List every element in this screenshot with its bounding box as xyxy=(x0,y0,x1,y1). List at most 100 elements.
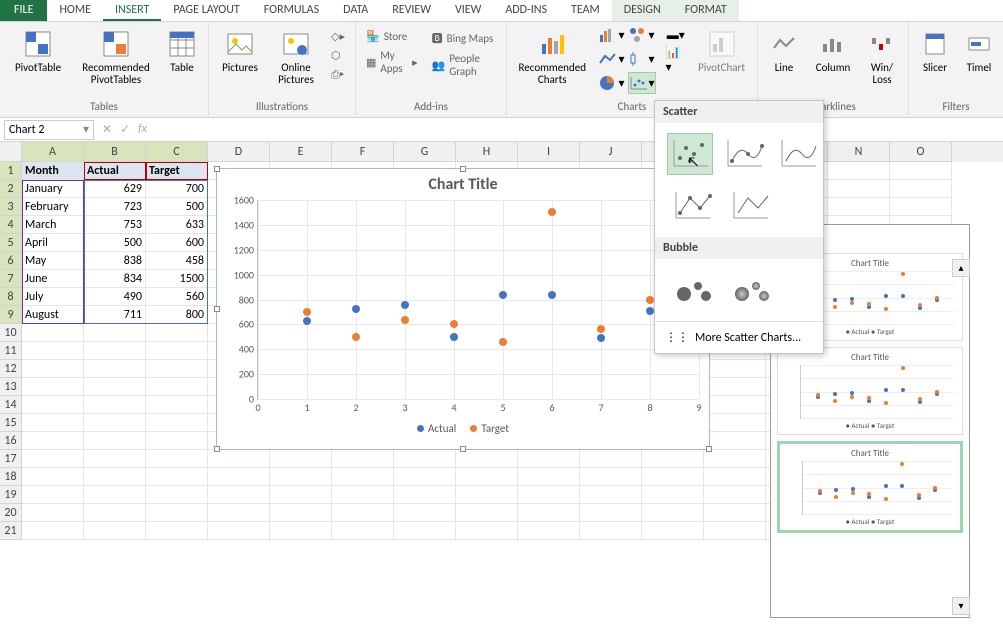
cell[interactable]: 490 xyxy=(84,288,146,306)
cell[interactable] xyxy=(146,486,208,504)
data-marker[interactable] xyxy=(352,305,360,313)
cell[interactable] xyxy=(518,486,580,504)
row-header[interactable]: 3 xyxy=(0,198,22,216)
row-header[interactable]: 1 xyxy=(0,162,22,180)
cell[interactable]: 700 xyxy=(146,180,208,198)
row-header[interactable]: 18 xyxy=(0,468,22,486)
row-header[interactable]: 16 xyxy=(0,432,22,450)
stat-chart-button[interactable]: ▾ xyxy=(628,48,656,70)
cell[interactable] xyxy=(84,414,146,432)
cell[interactable]: 1500 xyxy=(146,270,208,288)
cell[interactable] xyxy=(456,450,518,468)
row-header[interactable]: 14 xyxy=(0,396,22,414)
cancel-icon[interactable]: ✕ xyxy=(102,122,112,137)
cell[interactable] xyxy=(146,504,208,522)
column-header[interactable]: N xyxy=(828,142,890,162)
more-scatter-charts[interactable]: ⋮⋮More Scatter Charts... xyxy=(655,321,823,353)
cell[interactable] xyxy=(84,396,146,414)
cell[interactable] xyxy=(22,324,84,342)
data-marker[interactable] xyxy=(303,317,311,325)
shapes-button[interactable]: ◇▸ xyxy=(327,28,349,45)
cell[interactable]: March xyxy=(22,216,84,234)
row-header[interactable]: 13 xyxy=(0,378,22,396)
cell[interactable] xyxy=(146,342,208,360)
cell[interactable] xyxy=(84,504,146,522)
cell[interactable] xyxy=(84,522,146,540)
cell[interactable] xyxy=(332,486,394,504)
column-header[interactable]: E xyxy=(270,142,332,162)
tab-review[interactable]: REVIEW xyxy=(380,0,443,21)
data-marker[interactable] xyxy=(646,296,654,304)
cell[interactable] xyxy=(456,468,518,486)
cell[interactable] xyxy=(704,432,766,450)
pictures-button[interactable]: Pictures xyxy=(215,24,265,74)
tab-pagelayout[interactable]: PAGE LAYOUT xyxy=(161,0,251,21)
cell[interactable] xyxy=(580,450,642,468)
row-header[interactable]: 5 xyxy=(0,234,22,252)
chart-legend[interactable]: Actual Target xyxy=(217,400,709,435)
tab-design[interactable]: DESIGN xyxy=(612,0,673,21)
screenshot-button[interactable]: ⎙▸ xyxy=(327,66,349,84)
cell[interactable] xyxy=(22,396,84,414)
cell[interactable] xyxy=(394,486,456,504)
cell[interactable]: 629 xyxy=(84,180,146,198)
data-marker[interactable] xyxy=(597,325,605,333)
cell[interactable]: February xyxy=(22,198,84,216)
column-header[interactable]: D xyxy=(208,142,270,162)
cell[interactable] xyxy=(208,486,270,504)
cell[interactable]: July xyxy=(22,288,84,306)
slicer-button[interactable]: Slicer xyxy=(915,24,955,74)
data-marker[interactable] xyxy=(548,291,556,299)
cell[interactable] xyxy=(84,360,146,378)
cell[interactable]: 711 xyxy=(84,306,146,324)
cell[interactable] xyxy=(518,504,580,522)
data-marker[interactable] xyxy=(597,334,605,342)
tab-data[interactable]: DATA xyxy=(331,0,380,21)
formula-input[interactable] xyxy=(155,120,1003,140)
cell[interactable] xyxy=(332,450,394,468)
cell[interactable] xyxy=(890,180,952,198)
column-header[interactable]: G xyxy=(394,142,456,162)
cell[interactable]: 458 xyxy=(146,252,208,270)
chart-object[interactable]: Chart Title 0200400600800100012001400160… xyxy=(216,168,710,450)
cell[interactable] xyxy=(456,486,518,504)
cell[interactable]: 723 xyxy=(84,198,146,216)
online-pictures-button[interactable]: Online Pictures xyxy=(271,24,321,86)
combo-chart-button[interactable]: 📊▾ xyxy=(666,45,687,75)
row-header[interactable]: 7 xyxy=(0,270,22,288)
recommended-charts-button[interactable]: Recommended Charts xyxy=(513,24,592,86)
cell[interactable] xyxy=(270,450,332,468)
cell[interactable] xyxy=(146,522,208,540)
tab-team[interactable]: TEAM xyxy=(559,0,612,21)
data-marker[interactable] xyxy=(401,316,409,324)
scatter-option-lines[interactable] xyxy=(725,185,775,227)
data-marker[interactable] xyxy=(646,307,654,315)
cell[interactable]: April xyxy=(22,234,84,252)
cell[interactable] xyxy=(84,468,146,486)
cell[interactable] xyxy=(208,450,270,468)
cell[interactable] xyxy=(890,162,952,180)
tab-home[interactable]: HOME xyxy=(47,0,103,21)
cell[interactable] xyxy=(394,504,456,522)
cell[interactable] xyxy=(828,180,890,198)
scatter-option-smooth[interactable] xyxy=(775,133,821,175)
cell[interactable] xyxy=(890,198,952,216)
bing-maps-button[interactable]: 🅱Bing Maps xyxy=(428,28,500,48)
cell[interactable] xyxy=(704,450,766,468)
bubble-option-3d[interactable] xyxy=(725,269,775,311)
cell[interactable] xyxy=(208,504,270,522)
tab-view[interactable]: VIEW xyxy=(443,0,493,21)
tab-insert[interactable]: INSERT xyxy=(103,0,161,21)
gallery-style-item[interactable]: Chart Title● Actual ● Target xyxy=(777,441,963,533)
scatter-chart-button[interactable]: ▾ xyxy=(628,72,656,94)
cell[interactable] xyxy=(270,504,332,522)
table-button[interactable]: Table xyxy=(162,24,202,74)
hierarchy-chart-button[interactable]: ▾ xyxy=(628,24,656,46)
pivotchart-button[interactable]: PivotChart xyxy=(692,24,751,74)
cell[interactable] xyxy=(394,450,456,468)
data-marker[interactable] xyxy=(499,291,507,299)
cell[interactable]: 834 xyxy=(84,270,146,288)
pie-chart-button[interactable]: ▾ xyxy=(598,72,626,94)
column-header[interactable]: O xyxy=(890,142,952,162)
cell[interactable]: Target xyxy=(146,162,208,180)
